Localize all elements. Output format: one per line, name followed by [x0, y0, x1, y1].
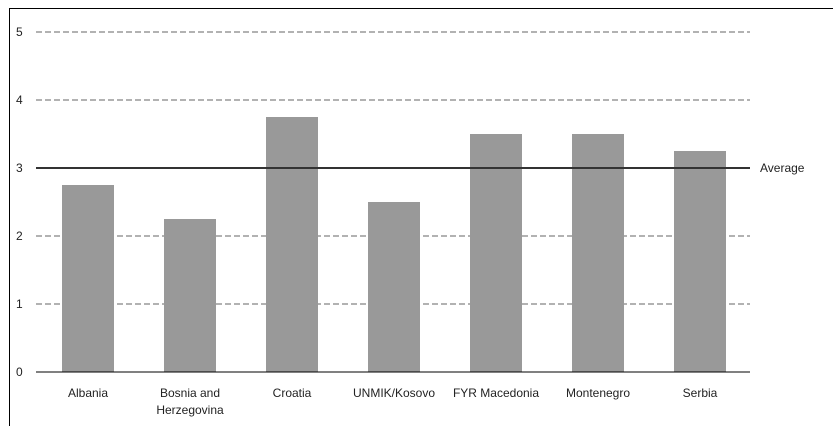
y-tick-label-2: 2	[16, 229, 23, 243]
category-labels: Albania Bosnia and Herzegovina Croatia UNMIK…	[68, 386, 718, 417]
category-label-2-line-0: Croatia	[273, 386, 312, 400]
bar-3	[368, 202, 420, 372]
y-tick-label-5: 5	[16, 25, 23, 39]
bar-2	[266, 117, 318, 372]
y-tick-label-0: 0	[16, 365, 23, 379]
category-label-1-line-1: Herzegovina	[156, 403, 224, 417]
category-label-4: FYR Macedonia	[453, 386, 539, 400]
category-label-3: UNMIK/Kosovo	[353, 386, 435, 400]
bar-4	[470, 134, 522, 372]
category-label-1-line-0: Bosnia and	[160, 386, 220, 400]
category-label-3-line-0: UNMIK/Kosovo	[353, 386, 435, 400]
bars	[62, 117, 726, 372]
y-tick-label-4: 4	[16, 93, 23, 107]
category-label-5-line-0: Montenegro	[566, 386, 630, 400]
average-line-group: Average	[36, 161, 805, 175]
bar-1	[164, 219, 216, 372]
category-label-6: Serbia	[683, 386, 718, 400]
bar-6	[674, 151, 726, 372]
category-label-6-line-0: Serbia	[683, 386, 718, 400]
category-label-1: Bosnia and Herzegovina	[156, 386, 224, 417]
y-tick-label-1: 1	[16, 297, 23, 311]
average-label: Average	[760, 161, 805, 175]
category-label-0-line-0: Albania	[68, 386, 108, 400]
category-label-5: Montenegro	[566, 386, 630, 400]
category-label-4-line-0: FYR Macedonia	[453, 386, 539, 400]
y-tick-label-3: 3	[16, 161, 23, 175]
category-label-2: Croatia	[273, 386, 312, 400]
category-label-0: Albania	[68, 386, 108, 400]
bar-0	[62, 185, 114, 372]
y-tick-labels: 0 1 2 3 4 5	[16, 25, 23, 379]
chart-frame	[9, 8, 833, 426]
bar-5	[572, 134, 624, 372]
